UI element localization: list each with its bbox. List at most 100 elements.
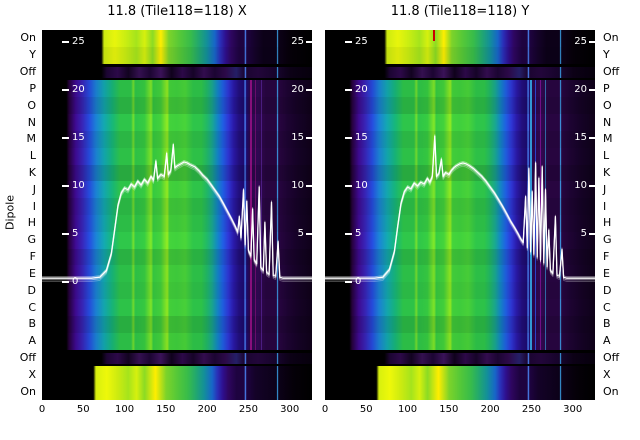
dipole-row-label-left: K xyxy=(28,165,36,179)
heatmap-row xyxy=(325,265,595,283)
dipole-row-label-right: On xyxy=(603,31,619,45)
db-tick-label-left: 10 xyxy=(72,179,85,191)
db-tick-label-left: 5 xyxy=(72,227,79,239)
dipole-row-label-left: H xyxy=(27,216,36,230)
heatmap-row xyxy=(42,265,312,283)
dipole-row-label-left: M xyxy=(26,132,37,146)
db-tick-label-right: 20 xyxy=(291,83,304,95)
heatmap-row xyxy=(42,299,312,317)
heatmap-row xyxy=(42,181,312,199)
dipole-row-label-right: On xyxy=(603,384,619,398)
heatmap-row xyxy=(325,164,595,183)
dipole-row-label-left: F xyxy=(29,250,36,264)
x-tick-label: 250 xyxy=(238,404,258,415)
db-tick-dash-right xyxy=(589,233,595,235)
heatmap-row xyxy=(325,46,595,65)
db-tick-dash-right xyxy=(589,41,595,43)
heatmap-row-band xyxy=(325,352,595,364)
dipole-row-label-left: N xyxy=(27,115,36,129)
x-tick-label: 100 xyxy=(115,404,135,415)
db-tick-label-right: 20 xyxy=(574,83,587,95)
heatmap-row xyxy=(42,97,312,115)
dipole-row-label-left: O xyxy=(27,98,36,112)
db-tick-dash-right xyxy=(306,185,312,187)
dipole-row-label-right: K xyxy=(603,165,611,179)
spectrum-trace xyxy=(42,145,312,281)
dipole-row-label-left: Y xyxy=(29,48,36,62)
dipole-row-label-right: Off xyxy=(603,350,620,364)
dipole-row-label-right: L xyxy=(603,149,610,163)
heatmap-row xyxy=(325,349,595,368)
vertical-stripe xyxy=(539,80,542,350)
db-tick-label-right: 5 xyxy=(297,227,304,239)
heatmap-row xyxy=(325,315,595,334)
x-tick-label: 200 xyxy=(197,404,217,415)
heatmap-row xyxy=(42,147,312,166)
db-tick-dash-right xyxy=(589,137,595,139)
heatmap-row xyxy=(42,383,312,400)
db-tick-label-left: 15 xyxy=(72,131,85,143)
spectrum-overlay xyxy=(42,142,312,282)
heatmap-row xyxy=(42,46,312,65)
db-tick-label-right: 25 xyxy=(574,35,587,47)
dipole-row-label-right: P xyxy=(603,81,610,95)
db-tick-dash-right xyxy=(306,233,312,235)
x-tick-label: 50 xyxy=(76,404,90,415)
db-tick-dash-right xyxy=(306,41,312,43)
db-tick-dash-right xyxy=(306,89,312,91)
dipole-row-label-left: C xyxy=(28,300,36,314)
vertical-stripe xyxy=(255,80,257,350)
dipole-row-label-right: Off xyxy=(603,65,620,79)
db-tick-label-left: 25 xyxy=(355,35,368,47)
db-tick-label-left: 5 xyxy=(355,227,362,239)
x-tick-label: 200 xyxy=(480,404,500,415)
dipole-row-label-left: I xyxy=(32,199,36,213)
heatmap-row xyxy=(42,164,312,183)
dipole-row-label-left: Off xyxy=(19,350,36,364)
dipole-row-label-left: Off xyxy=(19,65,36,79)
db-tick-label-left: 20 xyxy=(72,83,85,95)
vertical-stripe xyxy=(535,80,537,350)
heatmap-row-band xyxy=(42,66,312,78)
dipole-row-label-right: M xyxy=(603,132,613,146)
spectrum-trace xyxy=(325,134,595,278)
heatmap-row xyxy=(325,332,595,351)
db-tick-label-left: 0 xyxy=(355,275,362,287)
heatmap-panel-y: 25 25 20 20 15 15 10 10 5 5 0 xyxy=(325,30,595,400)
x-tick-label: 150 xyxy=(439,404,459,415)
db-tick-dash-left xyxy=(345,137,352,139)
db-tick-dash-left xyxy=(62,137,69,139)
vertical-stripe xyxy=(433,30,435,41)
spectrum-trace xyxy=(325,137,595,281)
dipole-row-label-right: F xyxy=(603,250,610,264)
dipole-row-label-right: J xyxy=(603,182,607,196)
dipole-row-label-right: X xyxy=(603,367,611,381)
heatmap-row xyxy=(42,366,312,384)
heatmap-row xyxy=(42,30,312,48)
db-tick-dash-left xyxy=(345,41,352,43)
db-tick-dash-left xyxy=(62,89,69,91)
heatmap-row xyxy=(325,63,595,82)
dipole-row-label-left: P xyxy=(29,81,36,95)
heatmap-row xyxy=(42,332,312,351)
dipole-row-label-right: I xyxy=(603,199,607,213)
dipole-row-label-right: D xyxy=(603,283,612,297)
heatmap-panel-x: 25 25 20 20 15 15 10 10 5 5 0 xyxy=(42,30,312,400)
db-tick-label-right: 15 xyxy=(574,131,587,143)
heatmap-row xyxy=(325,282,595,300)
db-tick-label-left: 10 xyxy=(355,179,368,191)
heatmap-row xyxy=(325,299,595,317)
dipole-row-label-left: A xyxy=(28,334,36,348)
heatmap-row xyxy=(42,114,312,132)
heatmap-row xyxy=(325,97,595,115)
dipole-row-label-left: On xyxy=(20,384,36,398)
heatmap-row xyxy=(42,130,312,149)
db-tick-label-right: 10 xyxy=(291,179,304,191)
dipole-row-label-right: H xyxy=(603,216,612,230)
dipole-row-label-right: G xyxy=(603,233,612,247)
dipole-row-label-left: L xyxy=(29,149,36,163)
db-tick-dash-left xyxy=(345,233,352,235)
heatmap-row xyxy=(42,80,312,98)
db-tick-dash-left xyxy=(345,89,352,91)
dipole-row-label-right: O xyxy=(603,98,612,112)
